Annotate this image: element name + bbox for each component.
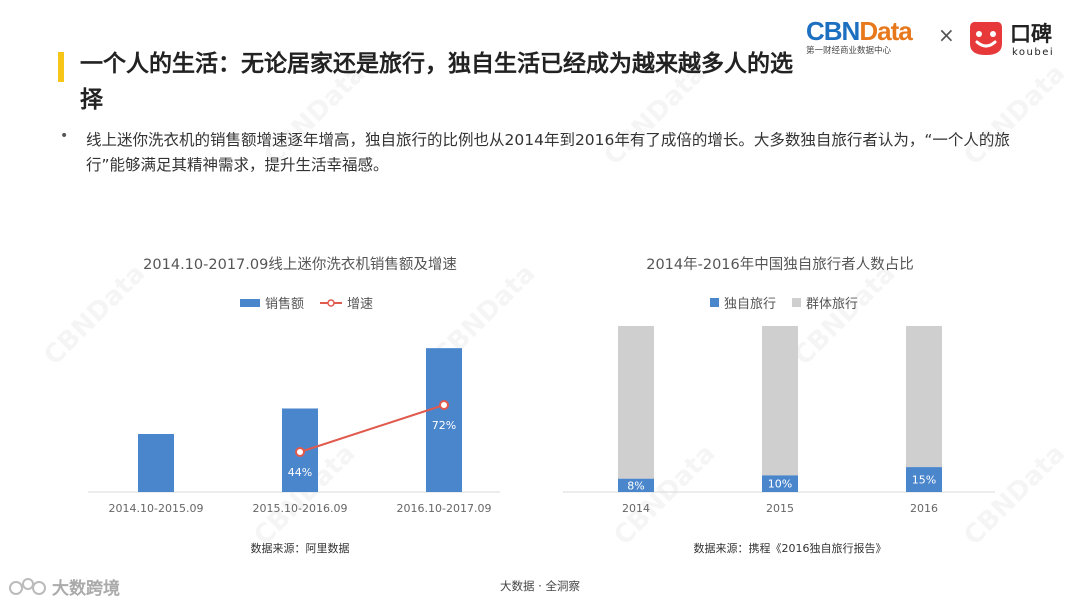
legend-item-growth: 增速: [320, 293, 373, 312]
cbndata-logo: CBNData 第一财经商业数据中心: [806, 16, 936, 60]
legend-item-sales: 销售额: [240, 293, 304, 312]
bar-sales: [138, 434, 174, 492]
brand-mark-icon: [9, 577, 46, 595]
cross-icon: ×: [938, 23, 955, 47]
legend-label-solo: 独自旅行: [724, 297, 777, 312]
chart1-source: 数据来源：阿里数据: [250, 542, 350, 555]
x-tick-label: 2015: [766, 502, 794, 515]
legend-swatch-solo: [710, 298, 719, 307]
summary-text: 线上迷你洗衣机的销售额增速逐年增高，独自旅行的比例也从2014年到2016年有了…: [86, 131, 1010, 174]
koubei-smile-icon: [970, 21, 1002, 55]
solo-data-label: 10%: [768, 478, 792, 491]
x-tick-label: 2016: [910, 502, 938, 515]
growth-data-label: 44%: [288, 466, 312, 479]
x-tick-label: 2015.10-2016.09: [253, 502, 348, 515]
growth-point: [439, 400, 449, 410]
bullet-icon: •: [60, 128, 69, 144]
koubei-cn-text: 口碑: [1010, 22, 1052, 46]
page-title: 一个人的生活：无论居家还是旅行，独自生活已经成为越来越多人的选择: [80, 51, 793, 113]
footer-brand: 大数跨境: [8, 574, 120, 599]
watermark: CBNData: [38, 259, 151, 372]
koubei-logo: 口碑 koubei: [966, 16, 1066, 60]
legend-item-solo: 独自旅行: [710, 293, 776, 312]
chart1-legend: 销售额 增速: [240, 293, 389, 312]
x-tick-label: 2014.10-2015.09: [109, 502, 204, 515]
legend-swatch-group: [792, 298, 802, 307]
logo-data-text: Data: [859, 16, 912, 46]
legend-item-group: 群体旅行: [792, 293, 858, 312]
bar-group-travel: [618, 326, 654, 479]
bar-sales: [426, 348, 462, 492]
chart2-source: 数据来源：携程《2016独自旅行报告》: [693, 542, 887, 555]
chart1-title: 2014.10-2017.09线上迷你洗衣机销售额及增速: [143, 257, 457, 273]
growth-data-label: 72%: [432, 419, 456, 432]
bar-group-travel: [906, 326, 942, 468]
bar-group-travel: [762, 326, 798, 476]
footer-slogan: 大数据 · 全洞察: [500, 579, 580, 593]
growth-line-segment: [299, 404, 445, 453]
solo-data-label: 8%: [627, 479, 644, 492]
legend-label-group: 群体旅行: [806, 297, 859, 312]
chart2-title: 2014年-2016年中国独自旅行者人数占比: [646, 257, 914, 273]
legend-label-growth: 增速: [347, 297, 374, 312]
x-tick-label: 2014: [622, 502, 650, 515]
growth-point: [295, 447, 305, 457]
footer-brand-text: 大数跨境: [52, 579, 120, 599]
x-tick-label: 2016.10-2017.09: [397, 502, 492, 515]
chart2-plot: 8% 2014 10% 2015 15% 2016: [563, 326, 995, 515]
bar-solo-travel: [618, 478, 654, 492]
chart1-plot: 2014.10-2015.09 2015.10-2016.09 2016.10-20…: [88, 348, 500, 515]
solo-data-label: 15%: [912, 474, 936, 487]
chart2-legend: 独自旅行 群体旅行: [710, 293, 874, 312]
logo-cbn-text: CBN: [806, 16, 860, 46]
koubei-en-text: koubei: [1012, 47, 1055, 58]
bar-solo-travel: [906, 467, 942, 492]
legend-swatch-bar: [240, 298, 260, 307]
title-accent-bar: [58, 52, 64, 82]
bar-solo-travel: [762, 475, 798, 492]
logo-cbn-subtitle: 第一财经商业数据中心: [806, 46, 892, 56]
legend-label-sales: 销售额: [265, 297, 305, 312]
legend-swatch-line: [320, 298, 343, 307]
